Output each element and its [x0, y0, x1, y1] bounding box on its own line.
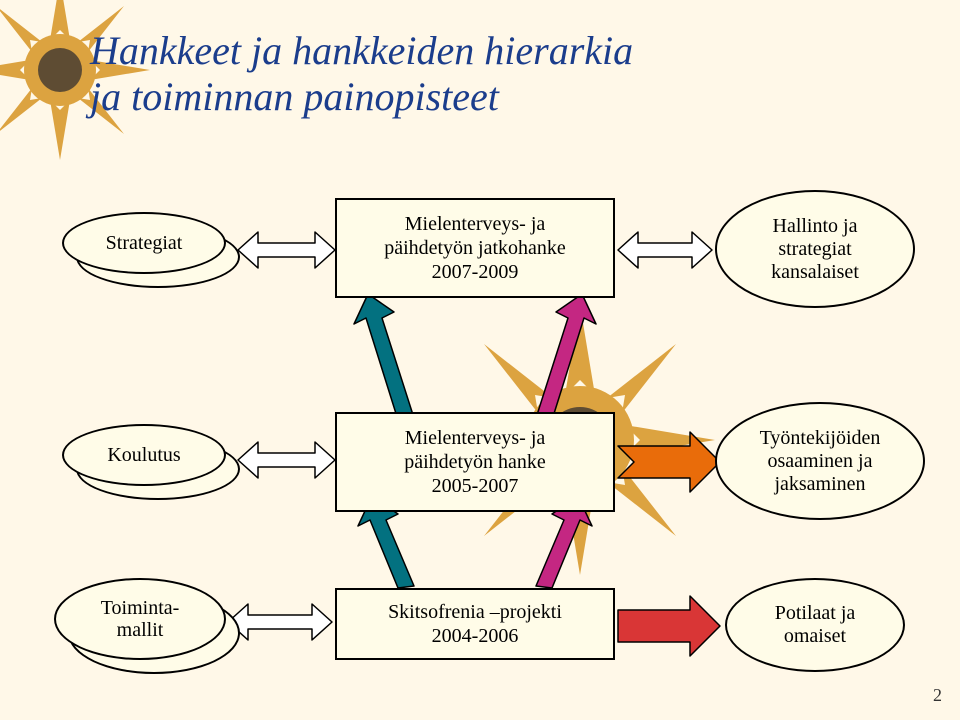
arrow-notched-right-2 [618, 432, 720, 492]
ellipse-tyontekijat: Työntekijöiden osaaminen ja jaksaminen [715, 402, 925, 520]
page-number: 2 [933, 685, 942, 706]
label-skitsofrenia: Skitsofrenia –projekti 2004-2006 [388, 600, 562, 648]
ellipse-strategiat: Strategiat [62, 212, 242, 288]
arrow-up-teal-1 [354, 294, 414, 420]
slide-canvas: Hankkeet ja hankkeiden hierarkia ja toim… [0, 0, 960, 720]
arrow-bidir-left-1 [238, 232, 335, 268]
ellipse-potilaat: Potilaat ja omaiset [725, 578, 905, 672]
label-potilaat: Potilaat ja omaiset [775, 602, 856, 648]
ellipse-koulutus: Koulutus [62, 424, 242, 500]
label-hallinto: Hallinto ja strategiat kansalaiset [771, 215, 859, 284]
arrow-up-magenta-1 [536, 294, 596, 420]
rect-skitsofrenia: Skitsofrenia –projekti 2004-2006 [335, 588, 615, 660]
label-toimintamallit: Toiminta- mallit [101, 597, 180, 641]
ellipse-hallinto: Hallinto ja strategiat kansalaiset [715, 190, 915, 308]
label-koulutus: Koulutus [107, 444, 180, 467]
arrow-bidir-right-1 [618, 232, 712, 268]
ellipse-toimintamallit: Toiminta- mallit [54, 578, 244, 678]
rect-hanke: Mielenterveys- ja päihdetyön hanke 2005-… [335, 412, 615, 512]
label-hanke: Mielenterveys- ja päihdetyön hanke 2005-… [404, 426, 546, 498]
label-strategiat: Strategiat [106, 232, 183, 255]
label-tyontekijat: Työntekijöiden osaaminen ja jaksaminen [760, 427, 881, 496]
arrow-bidir-left-2 [238, 442, 335, 478]
label-jatkohanke: Mielenterveys- ja päihdetyön jatkohanke … [384, 212, 566, 284]
arrow-right-3 [618, 596, 720, 656]
rect-jatkohanke: Mielenterveys- ja päihdetyön jatkohanke … [335, 198, 615, 298]
